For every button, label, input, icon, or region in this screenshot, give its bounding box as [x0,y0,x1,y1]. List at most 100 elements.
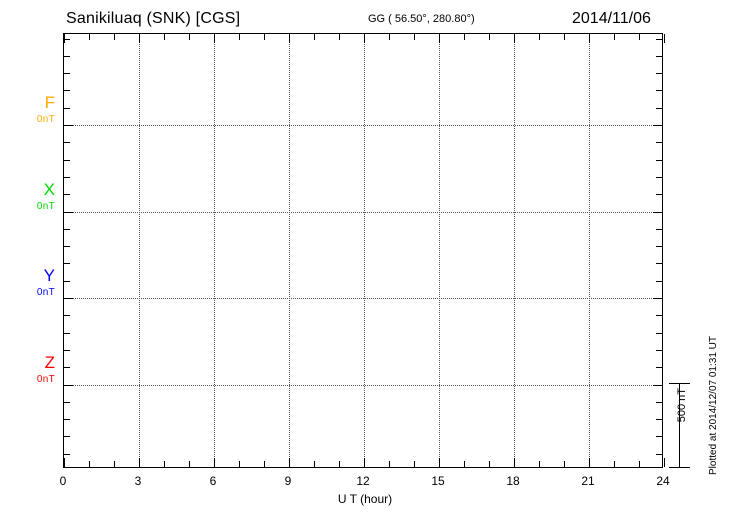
x-tick-label: 3 [134,474,142,488]
y-axis-minor-tick [656,228,662,230]
vertical-gridline [289,34,290,467]
x-tick-label: 6 [209,474,217,488]
x-axis-tick [164,461,165,467]
x-axis-tick [264,461,265,467]
x-tick-label: 12 [356,474,370,488]
y-axis-minor-tick [64,142,70,144]
y-axis-minor-tick [64,107,70,109]
y-axis-minor-tick [64,55,70,57]
y-axis-major-tick [64,384,73,386]
y-axis-major-tick [653,211,662,213]
y-axis-minor-tick [64,90,70,92]
y-axis-major-tick [64,211,73,213]
baseline-gridline-z [64,384,662,386]
x-axis-tick [414,461,415,467]
vertical-gridline [139,34,140,467]
y-axis-minor-tick [656,263,662,265]
x-axis-tick [514,34,515,43]
x-axis-tick [289,34,290,43]
geographic-coordinates: GG ( 56.50°, 280.80°) [368,13,475,25]
y-axis-minor-tick [64,453,70,455]
x-axis-tick [589,34,590,43]
x-axis-tick [564,461,565,467]
y-axis-minor-tick [656,107,662,109]
component-label-z: Z 0nT [11,354,55,385]
x-axis-tick [439,34,440,43]
x-axis-tick [164,34,165,40]
component-letter: Y [43,266,55,285]
y-axis-minor-tick [64,349,70,351]
y-axis-minor-tick [64,367,70,369]
x-axis-tick [464,34,465,40]
x-axis-tick [614,461,615,467]
y-axis-minor-tick [656,349,662,351]
component-label-y: Y 0nT [11,267,55,298]
y-axis-minor-tick [64,315,70,317]
y-axis-minor-tick [64,38,70,40]
x-axis-tick [239,34,240,40]
x-axis-tick [314,461,315,467]
vertical-gridline [589,34,590,467]
vertical-gridline [514,34,515,467]
component-baseline-units: 0nT [36,287,55,298]
component-letter: F [44,93,55,112]
y-axis-minor-tick [656,436,662,438]
y-axis-minor-tick [656,419,662,421]
x-axis-tick [89,461,90,467]
x-tick-label: 15 [431,474,445,488]
baseline-gridline-x [64,211,662,213]
x-axis-tick [339,34,340,40]
x-axis-title: U T (hour) [337,492,393,506]
y-axis-minor-tick [656,315,662,317]
x-axis-tick [539,461,540,467]
y-axis-minor-tick [64,73,70,75]
y-axis-minor-tick [656,159,662,161]
plotted-at-stamp: Plotted at 2014/12/07 01:31 UT [708,336,719,475]
scale-bar-top-cap [669,383,690,384]
x-axis-tick [414,34,415,40]
observation-date: 2014/11/06 [572,10,651,27]
y-axis-minor-tick [656,55,662,57]
y-axis-minor-tick [64,436,70,438]
y-axis-minor-tick [64,280,70,282]
y-axis-major-tick [653,298,662,299]
y-axis-minor-tick [656,142,662,144]
y-axis-minor-tick [656,367,662,369]
y-axis-minor-tick [64,332,70,334]
x-axis-tick [439,458,440,467]
y-axis-minor-tick [656,280,662,282]
component-label-f: F 0nT [11,94,55,125]
y-axis-minor-tick [656,401,662,403]
y-axis-major-tick [64,125,73,126]
y-axis-major-tick [64,298,73,299]
x-axis-tick [664,458,665,467]
y-axis-minor-tick [656,176,662,178]
x-axis-tick [189,461,190,467]
x-tick-label: 18 [506,474,520,488]
x-axis-tick [364,458,365,467]
plot-area [63,33,665,468]
x-tick-label: 24 [656,474,670,488]
x-axis-tick [539,34,540,40]
scale-bar [669,383,690,468]
component-letter: X [43,179,55,199]
x-axis-tick [339,461,340,467]
y-axis-minor-tick [656,38,662,40]
x-axis-tick [389,461,390,467]
component-letter: Z [44,352,55,372]
station-title: Sanikiluaq (SNK) [CGS] [66,10,241,27]
x-axis-tick [114,34,115,40]
component-baseline-units: 0nT [36,114,55,125]
vertical-gridline [214,34,215,467]
y-axis-minor-tick [656,332,662,334]
x-axis-tick [89,34,90,40]
y-axis-minor-tick [64,263,70,265]
x-tick-label: 0 [59,474,67,488]
y-axis-minor-tick [656,246,662,248]
x-axis-tick [139,458,140,467]
baseline-gridline-y [64,298,662,299]
y-axis-minor-tick [64,194,70,196]
x-axis-tick [614,34,615,40]
x-axis-tick [514,458,515,467]
